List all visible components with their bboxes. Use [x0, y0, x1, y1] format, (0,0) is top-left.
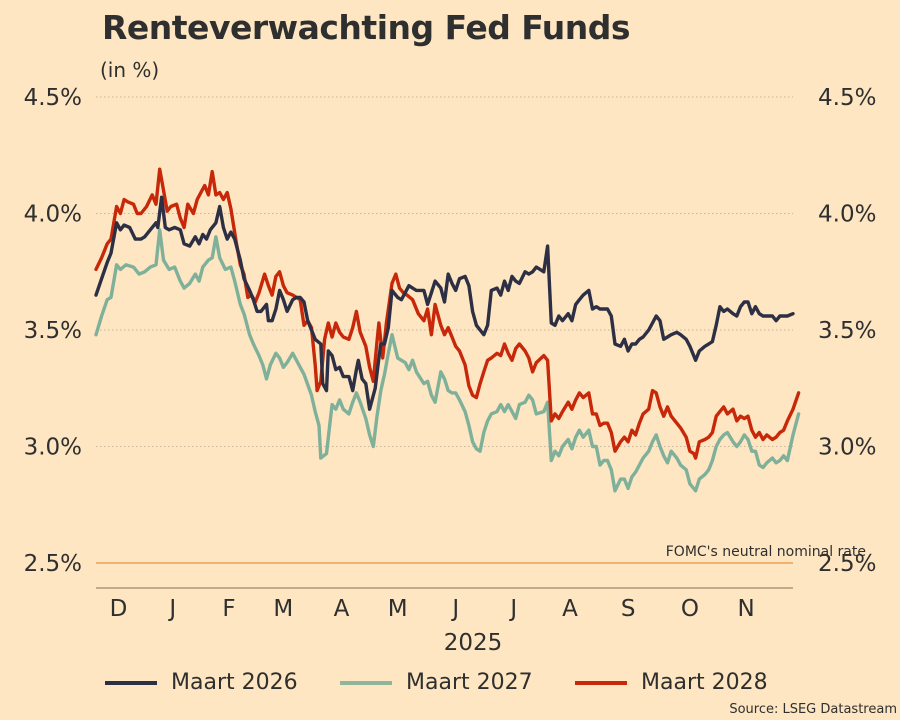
legend-item-maart-2026: Maart 2026 [105, 670, 298, 695]
y-axis-right: 4.5% 4.0% 3.5% 3.0% 2.5% [818, 85, 876, 577]
y-tick-label-left: 3.5% [24, 318, 82, 344]
x-tick-label: O [681, 596, 699, 622]
series-line-maart-2028 [94, 167, 801, 460]
legend-swatch [575, 680, 627, 685]
legend-label: Maart 2027 [406, 670, 533, 695]
x-tick-label: J [508, 596, 517, 622]
x-tick-label: A [562, 596, 578, 622]
y-tick-label-left: 4.0% [24, 202, 82, 228]
y-tick-label-right: 2.5% [818, 551, 876, 577]
x-tick-label: N [738, 596, 755, 622]
legend-swatch [105, 680, 157, 685]
series-line-maart-2026 [94, 195, 795, 411]
series-lines [94, 167, 801, 493]
y-tick-label-right: 4.5% [818, 85, 876, 111]
x-tick-label: J [450, 596, 459, 622]
y-tick-label-right: 3.0% [818, 435, 876, 461]
legend-item-maart-2028: Maart 2028 [575, 670, 768, 695]
legend-swatch [340, 680, 392, 685]
gridlines [96, 96, 793, 447]
legend-item-maart-2027: Maart 2027 [340, 670, 533, 695]
y-tick-label-right: 4.0% [818, 202, 876, 228]
x-tick-label: J [167, 596, 176, 622]
series-line-maart-2027 [94, 228, 801, 493]
x-tick-label: S [621, 596, 636, 622]
chart-subtitle: (in %) [100, 58, 160, 82]
y-tick-label-right: 3.5% [818, 318, 876, 344]
source-note: Source: LSEG Datastream [729, 702, 897, 717]
legend: Maart 2026 Maart 2027 Maart 2028 [0, 670, 900, 700]
x-tick-label: M [273, 596, 293, 622]
neutral-rate-annotation: FOMC's neutral nominal rate [666, 544, 866, 560]
x-tick-label: F [222, 596, 235, 622]
x-axis-label: 2025 [444, 630, 503, 656]
x-tick-label: M [388, 596, 408, 622]
x-tick-label: A [334, 596, 350, 622]
y-tick-label-left: 3.0% [24, 435, 82, 461]
legend-label: Maart 2026 [171, 670, 298, 695]
y-tick-label-left: 4.5% [24, 85, 82, 111]
y-axis-left: 4.5% 4.0% 3.5% 3.0% 2.5% [24, 85, 82, 577]
chart-title: Renteverwachting Fed Funds [102, 8, 630, 47]
x-tick-label: D [110, 596, 128, 622]
legend-label: Maart 2028 [641, 670, 768, 695]
reference-line-group: FOMC's neutral nominal rate [96, 544, 866, 564]
y-tick-label-left: 2.5% [24, 551, 82, 577]
